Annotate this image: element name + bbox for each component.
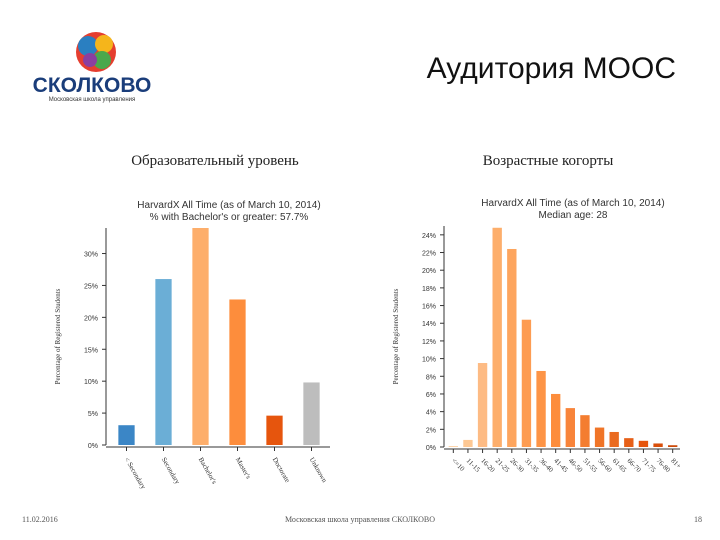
y-tick-label: 24%	[422, 233, 436, 240]
y-tick-label: 10%	[422, 357, 436, 364]
x-tick-label: 46-50	[567, 457, 585, 475]
y-tick-label: 2%	[426, 427, 436, 434]
logo-subtext: Московская школа управления	[49, 97, 136, 103]
y-tick-label: 12%	[422, 339, 436, 346]
bar	[118, 425, 135, 445]
x-tick-label: Secondary	[160, 456, 182, 486]
bar	[463, 439, 473, 447]
x-tick-label: 31-35	[523, 457, 541, 475]
bar	[192, 228, 209, 445]
y-tick-label: 20%	[84, 315, 98, 322]
x-tick-label: 56-60	[596, 457, 614, 475]
bar	[624, 438, 634, 447]
y-tick-label: 10%	[84, 379, 98, 386]
bar	[609, 431, 619, 447]
x-tick-label: 61-65	[611, 457, 629, 475]
x-tick-label: 36-40	[538, 457, 556, 475]
y-tick-label: 4%	[426, 410, 436, 417]
bar	[507, 248, 517, 447]
bar	[155, 279, 172, 445]
bar	[303, 382, 320, 445]
x-tick-label: 11-15	[465, 457, 482, 474]
x-tick-label: 21-25	[494, 457, 512, 475]
x-tick-label: Doctorate	[271, 456, 292, 484]
logo-text: СКОЛКОВО	[33, 74, 152, 97]
x-tick-label: < Secondary	[123, 456, 148, 491]
chart-subtitle: Median age: 28	[539, 210, 608, 221]
chart-heading: Образовательный уровень	[131, 153, 299, 169]
bar	[653, 443, 663, 447]
y-axis-label: Percentage of Registered Students	[392, 288, 400, 384]
bar	[477, 363, 488, 447]
footer-date: 11.02.2016	[22, 515, 58, 524]
y-tick-label: 15%	[84, 347, 98, 354]
x-tick-label: 41-45	[552, 457, 570, 475]
x-tick-label: 16-20	[479, 457, 497, 475]
x-tick-label: 71-75	[640, 457, 658, 475]
bar	[565, 408, 575, 447]
x-tick-label: Bachelor's	[197, 456, 219, 486]
bar	[580, 415, 590, 447]
x-tick-label: 76-80	[655, 457, 673, 475]
y-axis-label: Percentage of Registered Students	[54, 288, 62, 384]
bar	[492, 227, 502, 447]
logo-mark	[76, 32, 116, 72]
bar	[521, 319, 532, 447]
y-tick-label: 0%	[88, 443, 98, 450]
x-tick-label: 66-70	[625, 457, 643, 475]
y-tick-label: 22%	[422, 251, 436, 258]
bar	[551, 393, 561, 447]
chart-title: HarvardX All Time (as of March 10, 2014)	[481, 198, 664, 209]
y-tick-label: 5%	[88, 411, 98, 418]
chart-subtitle: % with Bachelor's or greater: 57.7%	[150, 212, 309, 223]
bar	[594, 427, 605, 447]
x-tick-label: 26-30	[508, 457, 526, 475]
footer-text: Московская школа управления СКОЛКОВО	[285, 515, 435, 524]
bar	[536, 370, 546, 447]
y-tick-label: 16%	[422, 304, 436, 311]
bar	[638, 440, 649, 447]
slide-title: Аудитория MOOC	[427, 52, 676, 85]
chart-title: HarvardX All Time (as of March 10, 2014)	[137, 200, 320, 211]
y-tick-label: 18%	[422, 286, 436, 293]
y-tick-label: 0%	[426, 445, 436, 452]
bar	[448, 446, 458, 447]
y-tick-label: 20%	[422, 268, 436, 275]
bar	[229, 299, 246, 445]
x-tick-label: Master's	[234, 456, 253, 481]
x-tick-label: Unknown	[308, 456, 329, 484]
y-tick-label: 14%	[422, 321, 436, 328]
bar	[668, 445, 678, 447]
x-tick-label: <=10	[450, 457, 467, 474]
x-tick-label: 51-55	[582, 457, 600, 475]
chart-heading: Возрастные когорты	[483, 153, 614, 169]
bar	[266, 415, 283, 445]
y-tick-label: 6%	[426, 392, 436, 399]
y-tick-label: 25%	[84, 283, 98, 290]
y-tick-label: 30%	[84, 252, 98, 259]
y-tick-label: 8%	[426, 374, 436, 381]
page-number: 18	[694, 515, 702, 524]
